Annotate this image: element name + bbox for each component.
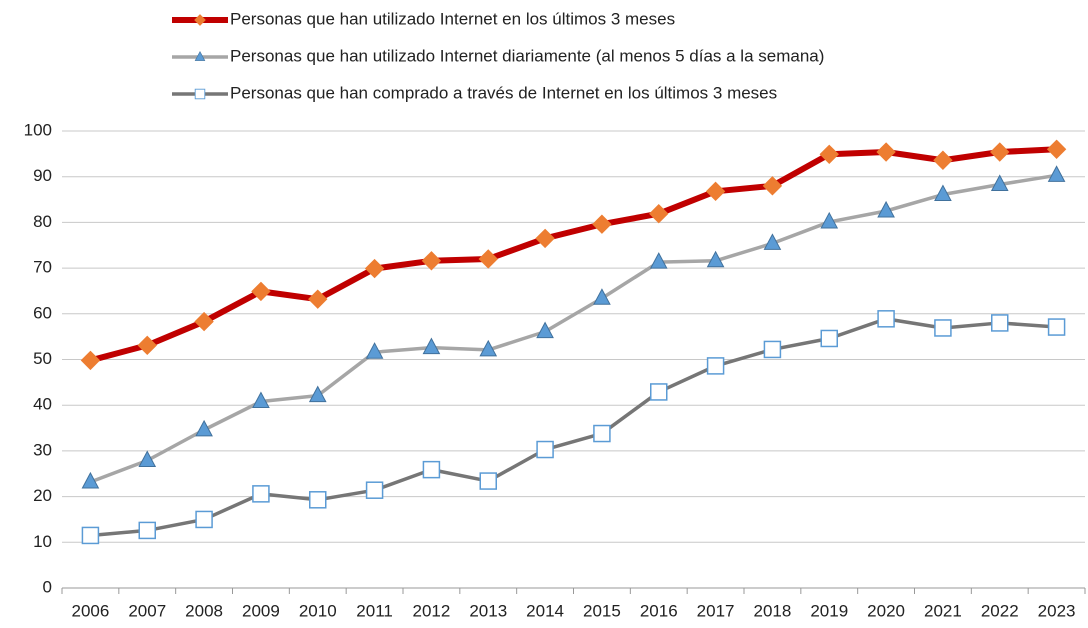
- data-point: [819, 144, 839, 165]
- data-point: [990, 174, 1009, 191]
- x-tick-label: 2010: [299, 601, 337, 620]
- data-point: [251, 281, 271, 302]
- legend-marker: [194, 14, 206, 26]
- data-point: [422, 460, 441, 479]
- y-tick-label: 40: [33, 395, 52, 414]
- x-tick-label: 2023: [1038, 601, 1076, 620]
- data-point: [364, 258, 385, 279]
- data-point: [308, 385, 327, 403]
- data-point: [536, 440, 554, 459]
- data-point: [422, 337, 441, 355]
- legend-label: Personas que han comprado a través de In…: [230, 83, 777, 102]
- data-point: [592, 214, 612, 234]
- legend-marker: [194, 88, 206, 100]
- data-point: [1047, 318, 1066, 336]
- data-point: [1047, 165, 1066, 182]
- x-tick-label: 2009: [242, 601, 280, 620]
- series-line: [89, 173, 1057, 484]
- y-tick-label: 30: [33, 440, 52, 459]
- x-tick-label: 2015: [583, 601, 621, 620]
- y-tick-label: 90: [33, 166, 52, 185]
- legend-label: Personas que han utilizado Internet diar…: [230, 46, 824, 65]
- data-point: [763, 233, 782, 250]
- data-point: [877, 200, 895, 218]
- data-point: [706, 250, 725, 268]
- y-tick-label: 20: [33, 486, 52, 505]
- data-point: [252, 485, 270, 503]
- data-point: [535, 228, 555, 249]
- data-point: [649, 204, 669, 224]
- x-tick-label: 2007: [128, 601, 166, 620]
- y-tick-label: 10: [33, 532, 52, 551]
- y-tick-label: 80: [33, 212, 52, 231]
- y-tick-label: 70: [33, 258, 52, 277]
- legend-label: Personas que han utilizado Internet en l…: [230, 9, 675, 28]
- x-tick-label: 2013: [469, 601, 507, 620]
- data-point: [705, 181, 726, 202]
- x-tick-label: 2006: [72, 601, 110, 620]
- x-tick-label: 2014: [526, 601, 564, 620]
- y-tick-label: 100: [24, 120, 52, 139]
- legend-marker: [194, 50, 206, 61]
- data-point: [763, 340, 782, 359]
- data-point: [81, 471, 100, 489]
- data-point: [252, 391, 270, 409]
- x-tick-label: 2020: [867, 601, 905, 620]
- x-tick-label: 2017: [697, 601, 735, 620]
- data-point: [876, 142, 896, 162]
- data-point: [762, 176, 783, 196]
- data-point: [990, 142, 1010, 162]
- data-point: [934, 184, 952, 202]
- x-tick-label: 2012: [413, 601, 451, 620]
- x-tick-label: 2008: [185, 601, 223, 620]
- data-point: [479, 472, 497, 490]
- data-point: [309, 491, 327, 509]
- data-point: [650, 383, 668, 401]
- y-tick-label: 0: [43, 577, 52, 596]
- x-tick-label: 2022: [981, 601, 1019, 620]
- data-point: [593, 288, 611, 305]
- data-point: [1046, 139, 1067, 159]
- data-point: [195, 419, 213, 437]
- data-point: [308, 289, 328, 309]
- data-point: [706, 357, 725, 375]
- x-tick-label: 2019: [810, 601, 848, 620]
- x-tick-label: 2018: [754, 601, 792, 620]
- data-point: [138, 521, 156, 540]
- data-point: [421, 251, 442, 271]
- data-point: [649, 252, 668, 269]
- data-point: [138, 450, 157, 467]
- data-point: [991, 314, 1009, 332]
- data-point: [80, 350, 101, 371]
- data-point: [536, 321, 554, 339]
- data-point: [81, 526, 100, 545]
- data-point: [820, 329, 838, 348]
- data-point: [194, 311, 214, 332]
- data-point: [137, 335, 157, 356]
- data-point: [479, 339, 498, 357]
- data-point: [820, 211, 839, 229]
- series-line: [89, 146, 1057, 364]
- x-tick-label: 2011: [356, 601, 393, 620]
- series-line: [90, 317, 1057, 538]
- y-tick-label: 50: [33, 349, 52, 368]
- x-tick-label: 2016: [640, 601, 678, 620]
- data-point: [365, 481, 384, 499]
- data-point: [478, 249, 498, 269]
- data-point: [877, 310, 895, 328]
- data-point: [934, 319, 952, 337]
- data-point: [933, 150, 953, 170]
- data-point: [195, 510, 213, 529]
- data-point: [365, 342, 384, 359]
- x-tick-label: 2021: [924, 601, 962, 620]
- y-tick-label: 60: [33, 303, 52, 322]
- data-point: [593, 424, 611, 443]
